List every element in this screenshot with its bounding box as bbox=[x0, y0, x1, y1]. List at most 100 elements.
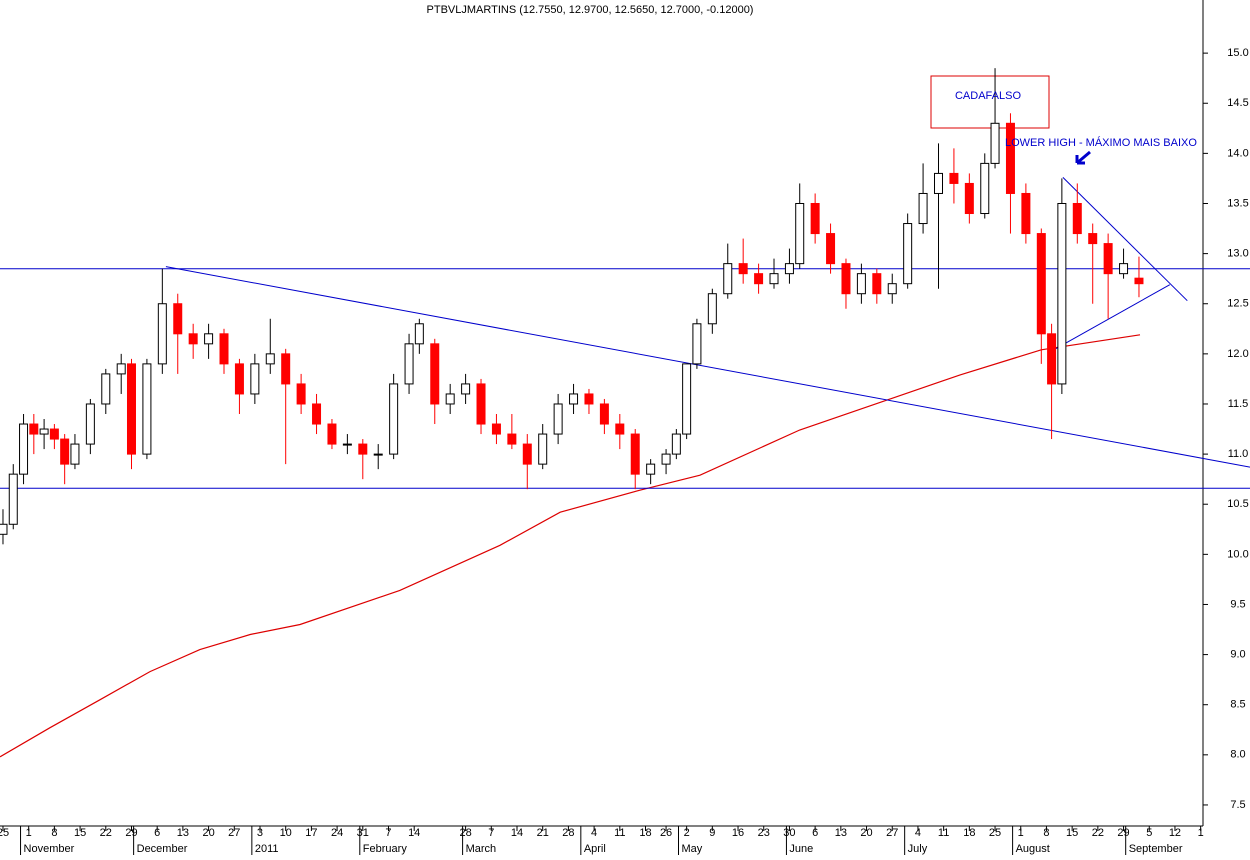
x-tick-label: 6 bbox=[154, 827, 160, 839]
trend-line bbox=[1049, 284, 1171, 353]
candle-body bbox=[250, 363, 260, 395]
candle-body bbox=[491, 423, 501, 435]
month-label: September bbox=[1129, 843, 1183, 855]
month-label: March bbox=[466, 843, 497, 855]
candle-body bbox=[646, 463, 656, 475]
candle-body bbox=[856, 273, 866, 295]
candle-body bbox=[101, 373, 111, 405]
candle-body bbox=[126, 363, 136, 455]
candle-body bbox=[204, 333, 214, 345]
x-tick-label: 5 bbox=[1146, 827, 1152, 839]
x-tick-label: 27 bbox=[228, 827, 240, 839]
annotation-arrow bbox=[1075, 150, 1091, 165]
candle-body bbox=[404, 343, 414, 385]
candle-body bbox=[60, 438, 70, 465]
y-tick-label: 11.0 bbox=[1228, 448, 1249, 460]
candle-body bbox=[615, 423, 625, 435]
moving-average bbox=[0, 334, 1141, 758]
annotation: CADAFALSO bbox=[955, 90, 1021, 102]
candle-body bbox=[327, 423, 337, 445]
candle-body bbox=[826, 233, 836, 265]
x-tick-label: 7 bbox=[385, 827, 391, 839]
candle-body bbox=[934, 172, 944, 194]
candle-body bbox=[707, 293, 717, 325]
candle-body bbox=[553, 403, 563, 435]
candle-body bbox=[990, 122, 1000, 164]
x-tick-label: 1 bbox=[1198, 827, 1204, 839]
x-tick-label: 14 bbox=[408, 827, 420, 839]
annotation: LOWER HIGH - MÁXIMO MAIS BAIXO bbox=[1005, 136, 1197, 149]
candle-body bbox=[784, 263, 794, 275]
candle-body bbox=[49, 428, 59, 440]
x-tick-label: 3 bbox=[257, 827, 263, 839]
x-tick-label: 28 bbox=[562, 827, 574, 839]
candle-body bbox=[692, 323, 702, 365]
candle-body bbox=[389, 383, 399, 455]
x-tick-label: 15 bbox=[1066, 827, 1078, 839]
x-tick-label: 7 bbox=[488, 827, 494, 839]
y-tick-label: 14.0 bbox=[1227, 147, 1248, 159]
candle-body bbox=[964, 182, 974, 215]
month-label: July bbox=[908, 843, 928, 855]
candle-body bbox=[116, 363, 126, 375]
x-tick-label: 4 bbox=[915, 827, 921, 839]
candle-body bbox=[538, 433, 548, 465]
candle-body bbox=[1072, 202, 1082, 235]
x-tick-label: 12 bbox=[1169, 827, 1181, 839]
x-tick-label: 22 bbox=[1092, 827, 1104, 839]
candle-body bbox=[599, 403, 609, 425]
x-tick-label: 23 bbox=[758, 827, 770, 839]
y-tick-label: 11.5 bbox=[1228, 398, 1249, 410]
y-tick-label: 7.5 bbox=[1230, 799, 1245, 811]
candle-body bbox=[682, 363, 692, 435]
y-tick-label: 13.5 bbox=[1227, 197, 1248, 209]
x-tick-label: 10 bbox=[280, 827, 292, 839]
candle-body bbox=[872, 273, 882, 295]
candle-body bbox=[188, 333, 198, 345]
x-tick-label: 27 bbox=[886, 827, 898, 839]
candle-body bbox=[795, 202, 805, 265]
candle-body bbox=[980, 162, 990, 215]
candle-body bbox=[70, 443, 80, 465]
candle-body bbox=[445, 393, 455, 405]
x-tick-label: 22 bbox=[100, 827, 112, 839]
x-tick-label: 13 bbox=[835, 827, 847, 839]
x-tick-label: 31 bbox=[357, 827, 369, 839]
x-tick-label: 9 bbox=[709, 827, 715, 839]
candle-body bbox=[841, 263, 851, 295]
candle-body bbox=[265, 353, 275, 365]
x-tick-label: 18 bbox=[639, 827, 651, 839]
candle-body bbox=[85, 403, 95, 445]
candle-body bbox=[887, 283, 897, 295]
x-tick-label: 30 bbox=[783, 827, 795, 839]
candle-body bbox=[173, 303, 183, 335]
candle-body bbox=[234, 363, 244, 395]
trend-line bbox=[165, 266, 1250, 468]
candle-body bbox=[29, 423, 39, 435]
candle-body bbox=[738, 263, 748, 275]
candle-body bbox=[1057, 202, 1067, 385]
y-tick-label: 12.5 bbox=[1227, 298, 1248, 310]
x-tick-label: 20 bbox=[860, 827, 872, 839]
x-tick-label: 11 bbox=[938, 827, 949, 839]
candle-body bbox=[219, 333, 229, 365]
y-tick-label: 8.0 bbox=[1230, 749, 1245, 761]
candle-body bbox=[810, 202, 820, 235]
candle-body bbox=[1036, 233, 1046, 335]
candle-body bbox=[584, 393, 594, 405]
candle-body bbox=[414, 323, 424, 345]
candle-body bbox=[296, 383, 306, 405]
x-tick-label: 1 bbox=[26, 827, 32, 839]
month-label: 2011 bbox=[255, 843, 279, 855]
y-tick-label: 8.5 bbox=[1230, 699, 1245, 711]
trend-line bbox=[1062, 177, 1188, 302]
candle-body bbox=[723, 263, 733, 295]
candle-body bbox=[8, 473, 18, 525]
x-tick-label: 25 bbox=[989, 827, 1001, 839]
candle-body bbox=[1088, 233, 1098, 245]
candle-body bbox=[0, 523, 8, 535]
x-tick-label: 1 bbox=[1018, 827, 1024, 839]
candle-body bbox=[461, 383, 471, 395]
x-tick-label: 28 bbox=[459, 827, 471, 839]
